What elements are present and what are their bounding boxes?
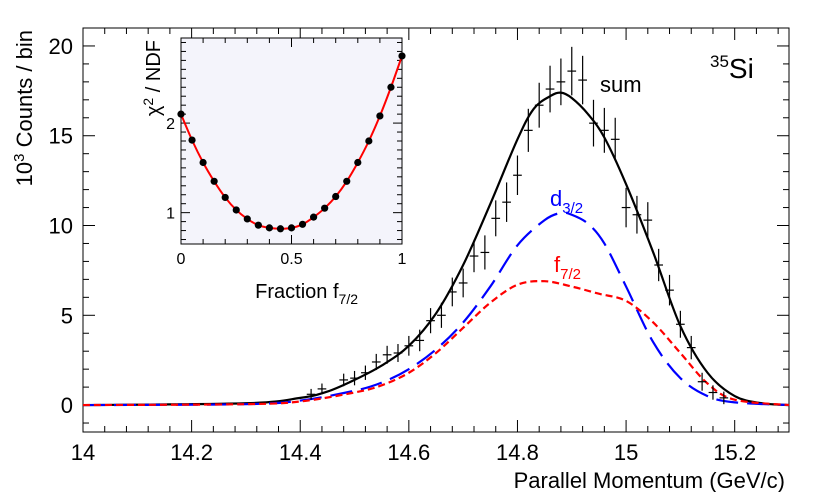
y-axis-title: 103 Counts / bin — [11, 30, 37, 186]
inset-y-axis-title: χ2 / NDF — [140, 40, 165, 116]
series-label-f7-2: f7/2 — [554, 252, 581, 283]
y-tick-label: 15 — [49, 124, 73, 149]
x-tick-label: 15.2 — [713, 440, 756, 465]
isotope-mass-number: 35 — [710, 52, 729, 71]
inset-data-point — [254, 221, 262, 229]
series-line-f7-2 — [82, 279, 790, 407]
series-label-d3-2: d3/2 — [550, 186, 583, 217]
x-tick-label: 14 — [71, 440, 95, 465]
y-tick-label: 0 — [61, 393, 73, 418]
inset-data-point — [398, 52, 406, 60]
isotope-label: 35Si — [710, 52, 754, 84]
main-plot-frame — [82, 27, 790, 433]
inset-data-point — [221, 193, 229, 202]
y-tick-label: 10 — [49, 214, 73, 239]
inset-y-tick-label: 1 — [166, 206, 175, 223]
main-plot: 14 14.2 14.4 14.6 14.8 15 15.205101520Parallel… — [11, 27, 790, 492]
isotope-symbol: Si — [729, 53, 754, 84]
x-axis-title: Parallel Momentum (GeV/c) — [514, 468, 785, 492]
inset-x-axis-title-base: Fraction f — [255, 281, 339, 303]
x-tick-label: 15 — [614, 440, 638, 465]
inset-data-point — [199, 158, 207, 167]
series-line-d3-2 — [82, 211, 790, 407]
inset-x-axis-title-subscript: 7/2 — [339, 291, 359, 307]
series-label-sum: sum — [600, 72, 642, 97]
inset-y-axis-title-exponent: 2 — [140, 98, 156, 106]
x-tick-label: 14.6 — [387, 440, 430, 465]
inset-data-point — [376, 112, 384, 120]
inset-data-point — [321, 204, 329, 212]
inset-data-point — [210, 177, 218, 185]
inset-x-tick-label: 1 — [398, 251, 407, 268]
inset-data-point — [365, 137, 373, 145]
inset-data-point — [243, 215, 251, 223]
inset-data-point — [354, 158, 362, 167]
inset-data-point — [232, 206, 240, 214]
inset-y-axis-title-chi: χ — [143, 105, 165, 116]
inset-data-point — [343, 177, 351, 185]
inset-plot: 0 0.5 1 1 2 Fraction f7/2 χ2 / NDF — [140, 37, 407, 307]
y-axis-title-rest: Counts / bin — [12, 30, 37, 154]
inset-data-point — [298, 220, 307, 228]
inset-data-point — [287, 224, 296, 232]
y-axis-title-base: 10 — [12, 162, 37, 186]
series-label-d3-2-subscript: 3/2 — [562, 200, 583, 217]
inset-data-point — [310, 213, 318, 221]
inset-data-point — [265, 224, 273, 232]
series-label-f7-2-subscript: 7/2 — [560, 266, 581, 283]
y-axis-title-exponent: 3 — [11, 154, 28, 162]
y-tick-label: 5 — [61, 303, 73, 328]
inset-x-axis-title: Fraction f7/2 — [255, 281, 358, 307]
inset-data-point — [188, 136, 196, 144]
inset-data-point — [387, 83, 395, 91]
x-tick-label: 14.8 — [496, 440, 539, 465]
inset-x-tick-label: 0.5 — [280, 251, 302, 268]
inset-data-point — [177, 110, 185, 118]
inset-data-point — [332, 192, 340, 201]
inset-y-axis-title-rest: / NDF — [143, 40, 165, 98]
x-tick-label: 14.4 — [279, 440, 322, 465]
inset-y-tick-label: 2 — [166, 116, 175, 133]
x-tick-label: 14.2 — [170, 440, 213, 465]
series-label-f7-2-base: f — [554, 252, 561, 277]
series-label-d3-2-base: d — [550, 186, 562, 211]
inset-x-tick-label: 0 — [177, 251, 186, 268]
inset-data-point — [276, 225, 285, 233]
y-tick-label: 20 — [49, 34, 73, 59]
